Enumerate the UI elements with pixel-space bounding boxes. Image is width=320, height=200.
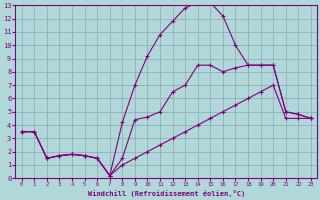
X-axis label: Windchill (Refroidissement éolien,°C): Windchill (Refroidissement éolien,°C): [88, 190, 245, 197]
